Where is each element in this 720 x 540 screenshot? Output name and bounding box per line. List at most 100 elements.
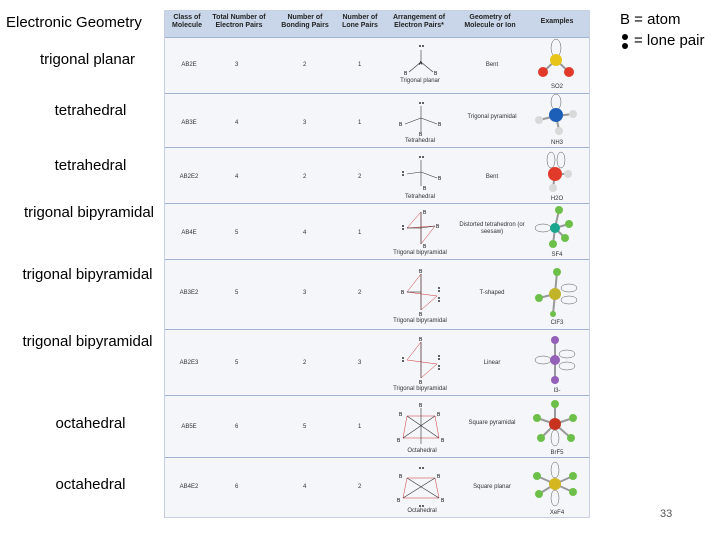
arrangement-caption: Tetrahedral	[404, 138, 436, 144]
left-label-6: trigonal bipyramidal	[22, 333, 153, 350]
svg-text:A: A	[419, 61, 423, 67]
svg-text:B: B	[419, 403, 423, 409]
header-examples: Examples	[540, 18, 574, 25]
cell-lone: 2	[358, 174, 362, 180]
svg-text:B: B	[441, 438, 445, 444]
cell-class: AB3E	[181, 120, 197, 126]
legend-lone-pair-label: = lone pair	[634, 32, 705, 49]
arrangement-caption: Octahedral	[407, 508, 437, 514]
svg-text:B: B	[397, 498, 401, 504]
svg-text:B: B	[401, 290, 405, 296]
cell-class: AB5E	[181, 424, 197, 430]
svg-text:B: B	[423, 210, 427, 216]
header-geometry: Geometry of Molecule or Ion	[464, 14, 516, 29]
example-label: BrF5	[550, 450, 564, 456]
arrangement-caption: Trigonal bipyramidal	[393, 250, 447, 256]
example-label: I3-	[553, 388, 561, 394]
so2-model-icon	[531, 38, 581, 82]
cell-bonding: 3	[303, 120, 307, 126]
cell-geometry: Bent	[485, 174, 499, 180]
header-total: Total Number of Electron Pairs	[212, 14, 266, 29]
svg-text:B: B	[399, 412, 403, 418]
left-label-5: trigonal bipyramidal	[22, 266, 153, 283]
svg-text:B: B	[419, 312, 423, 316]
cell-bonding: 2	[303, 62, 307, 68]
example-label: SO2	[550, 84, 563, 90]
brf5-model-icon	[531, 398, 583, 452]
cell-total: 6	[235, 484, 239, 490]
cell-class: AB4E	[181, 230, 197, 236]
left-label-1: trigonal planar	[39, 51, 136, 68]
arrangement-diagram: B B B	[397, 208, 449, 250]
svg-text:B: B	[441, 498, 445, 504]
cell-class: AB3E2	[179, 290, 199, 296]
arrangement-caption: Trigonal bipyramidal	[393, 318, 447, 324]
svg-text:B: B	[399, 474, 403, 480]
example-label: ClF3	[550, 320, 564, 326]
svg-text:B: B	[434, 71, 438, 77]
table-row: AB5E 6 5 1 B B B B B Octahedral Square pyram…	[165, 395, 589, 458]
arrangement-caption: Octahedral	[407, 448, 437, 454]
cell-bonding: 5	[303, 424, 307, 430]
left-label-2: tetrahedral	[54, 102, 127, 119]
table-row: AB4E2 6 4 2 B B B B Octahedral Square plana…	[165, 457, 589, 518]
cell-geometry: Trigonal pyramidal	[467, 114, 517, 120]
cell-total: 5	[235, 290, 239, 296]
cell-total: 6	[235, 424, 239, 430]
clf3-model-icon	[531, 264, 581, 318]
cell-bonding: 2	[303, 360, 307, 366]
cell-class: AB2E	[181, 62, 197, 68]
header-lone: Number of Lone Pairs	[342, 14, 378, 29]
i3-model-icon	[531, 332, 581, 386]
cell-total: 5	[235, 230, 239, 236]
cell-lone: 3	[358, 360, 362, 366]
table-row: AB3E2 5 3 2 B B B Trigonal bipyramidal T-s…	[165, 259, 589, 330]
cell-lone: 2	[358, 290, 362, 296]
cell-geometry: Linear	[483, 360, 501, 366]
svg-text:B: B	[436, 224, 440, 230]
example-label: SF4	[551, 252, 563, 258]
cell-bonding: 4	[303, 484, 307, 490]
cell-class: AB4E2	[179, 484, 199, 490]
left-label-8: octahedral	[55, 476, 126, 493]
arrangement-caption: Tetrahedral	[404, 194, 436, 200]
cell-bonding: 4	[303, 230, 307, 236]
cell-lone: 1	[358, 230, 362, 236]
cell-class: AB2E3	[179, 360, 199, 366]
arrangement-diagram: B B B B	[395, 464, 451, 508]
arrangement-caption: Trigonal planar	[400, 78, 440, 84]
left-label-3: tetrahedral	[54, 157, 127, 174]
cell-class: AB2E2	[179, 174, 199, 180]
cell-lone: 1	[358, 424, 362, 430]
table-row: AB3E 4 3 1 B B B Tetrahedral Trigonal pyra…	[165, 93, 589, 148]
svg-text:B: B	[399, 122, 403, 128]
cell-lone: 2	[358, 484, 362, 490]
header-bonding: Number of Bonding Pairs	[281, 14, 329, 29]
example-label: H2O	[550, 196, 564, 202]
svg-text:B: B	[423, 244, 427, 250]
vsepr-table: Class of Molecule Total Number of Electr…	[164, 10, 590, 518]
cell-geometry: Distorted tetrahedron (or seesaw)	[459, 222, 525, 235]
cell-total: 4	[235, 120, 239, 126]
arrangement-diagram: A B B	[395, 42, 445, 78]
svg-text:B: B	[423, 186, 427, 190]
svg-text:B: B	[397, 438, 401, 444]
svg-text:B: B	[437, 474, 441, 480]
xef4-model-icon	[531, 460, 583, 510]
legend-atom: B = atom	[620, 11, 681, 28]
lone-pair-icon	[620, 31, 630, 51]
cell-total: 5	[235, 360, 239, 366]
table-row: AB2E 3 2 1 A B B Trigonal planar Bent SO2	[165, 37, 589, 94]
sf4-model-icon	[531, 204, 581, 252]
svg-text:B: B	[437, 412, 441, 418]
svg-text:B: B	[419, 269, 423, 275]
legend: B = atom = lone pair	[620, 9, 704, 51]
cell-bonding: 2	[303, 174, 307, 180]
cell-bonding: 3	[303, 290, 307, 296]
left-label-4: trigonal bipyramidal	[23, 204, 155, 221]
arrangement-diagram: B B B B B	[395, 402, 451, 448]
